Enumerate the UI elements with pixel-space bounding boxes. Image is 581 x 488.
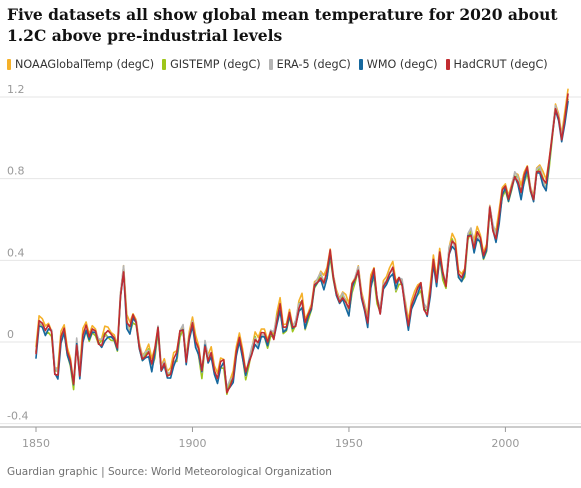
y-tick-label: 1.2: [7, 83, 25, 96]
legend-label-noaa: NOAAGlobalTemp (degC): [15, 58, 155, 71]
legend-item-era5: ERA-5 (degC): [268, 58, 351, 71]
legend-label-wmo: WMO (degC): [366, 58, 438, 71]
series-line-2: [35, 98, 569, 396]
x-tick-label: 2000: [491, 437, 519, 450]
gridlines: [0, 96, 581, 425]
legend-item-wmo: WMO (degC): [358, 58, 438, 71]
legend-item-noaa: NOAAGlobalTemp (degC): [7, 58, 154, 71]
line-chart: 1.2 0.8 0.4 0 -0.4 1850 1900 1950 2000: [0, 83, 581, 450]
chart-title: Five datasets all show global mean tempe…: [7, 5, 558, 45]
legend-swatch-noaa: [7, 59, 11, 70]
series-line-4: [35, 100, 569, 392]
legend-item-hadcrut: HadCRUT (degC): [445, 58, 548, 71]
source-note: Guardian graphic | Source: World Meteoro…: [7, 466, 332, 478]
y-tick-label: -0.4: [7, 410, 28, 423]
series-lines: [35, 88, 569, 396]
legend-label-gistemp: GISTEMP (degC): [170, 58, 261, 71]
legend: NOAAGlobalTemp (degC) GISTEMP (degC) ERA…: [7, 58, 556, 71]
legend-label-hadcrut: HadCRUT (degC): [453, 58, 548, 71]
legend-swatch-hadcrut: [445, 59, 450, 70]
x-tick-label: 1850: [22, 437, 50, 450]
y-tick-label: 0: [7, 328, 14, 341]
x-tick-label: 1950: [335, 437, 363, 450]
series-line-5: [35, 93, 569, 394]
legend-swatch-era5: [268, 59, 273, 70]
y-axis-labels: 1.2 0.8 0.4 0 -0.4: [7, 83, 28, 423]
legend-swatch-gistemp: [162, 59, 167, 70]
legend-label-era5: ERA-5 (degC): [276, 58, 351, 71]
x-axis: 1850 1900 1950 2000: [0, 426, 581, 450]
y-tick-label: 0.8: [7, 165, 25, 178]
legend-swatch-wmo: [358, 59, 363, 70]
legend-item-gistemp: GISTEMP (degC): [162, 58, 261, 71]
x-tick-label: 1900: [178, 437, 206, 450]
y-tick-label: 0.4: [7, 246, 25, 259]
